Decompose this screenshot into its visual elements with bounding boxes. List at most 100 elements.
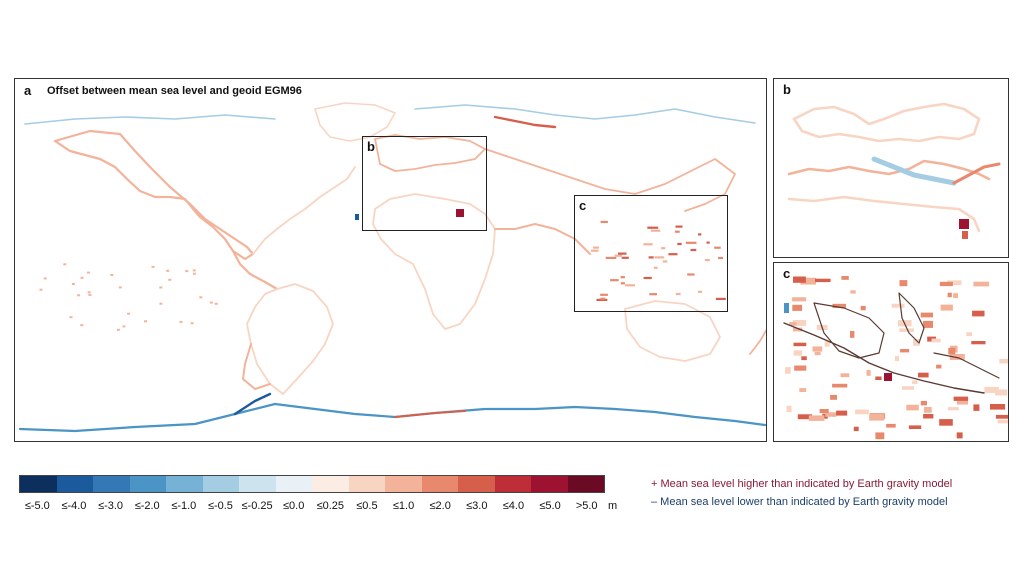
pacific-island [71, 283, 75, 285]
pacific-island [127, 312, 131, 315]
pacific-island [199, 296, 203, 299]
mediterranean-inset-panel: b [773, 78, 1009, 258]
colorbar-swatch [385, 476, 422, 492]
australia-coast [624, 300, 721, 362]
pacific-island [87, 291, 91, 294]
island-grid-cell [793, 327, 803, 332]
colorbar-swatch [312, 476, 349, 492]
island-grid-cell [966, 332, 973, 337]
east-coast-north-america [252, 166, 356, 255]
island-grid-cell [808, 415, 825, 421]
arctic-coast-west [24, 114, 276, 125]
island-grid-cell [794, 365, 807, 371]
island-grid-cell [891, 303, 905, 308]
island-grid-cell [997, 419, 1008, 424]
colorbar-swatch [348, 476, 385, 492]
pacific-island [159, 286, 163, 289]
africa-coast [372, 193, 496, 330]
island-grid-cell [830, 394, 837, 400]
indonesia-inset-panel: c [773, 262, 1009, 442]
island-grid-cell [990, 404, 1006, 410]
legend-higher: + Mean sea level higher than indicated b… [651, 478, 953, 490]
sumatra-java-coast [783, 322, 985, 394]
inset-box-c-letter: c [579, 198, 587, 213]
island-segment [685, 241, 697, 244]
island-grid-cell [899, 328, 914, 332]
red-sea-hotspot-b [959, 219, 969, 229]
inset-box-b: b [362, 136, 487, 231]
island-segment [620, 276, 625, 279]
colorbar-swatch [239, 476, 276, 492]
colorbar-swatch [421, 476, 458, 492]
world-map-panel: a Offset between mean sea level and geoi… [14, 78, 767, 442]
pacific-island [110, 274, 114, 276]
colorbar-tick-label: ≤3.0 [466, 500, 488, 512]
island-grid-cell [901, 386, 915, 390]
island-grid-cell [850, 331, 855, 338]
colorbar-tick-label: >5.0 [575, 500, 598, 512]
island-segment [600, 220, 608, 223]
island-grid-cell [886, 423, 896, 428]
island-grid-cell [789, 322, 797, 326]
mediterranean-sea-low [871, 156, 957, 186]
island-grid-cell [908, 425, 922, 429]
island-grid-cell [923, 320, 933, 328]
pacific-island [214, 302, 218, 305]
pacific-island [69, 316, 73, 319]
island-grid-cell [841, 276, 849, 280]
borneo-coast [813, 302, 885, 359]
europe-coast [374, 134, 486, 172]
island-grid-cell [913, 339, 920, 346]
colorbar-tick-label: ≤4.0 [502, 500, 525, 512]
island-grid-cell [824, 341, 830, 347]
panel-a-title: Offset between mean sea level and geoid … [47, 85, 302, 97]
colorbar-tick-label: ≤-4.0 [61, 500, 87, 512]
island-grid-cell [801, 356, 807, 361]
island-segment [621, 256, 629, 259]
island-segment [698, 233, 702, 236]
colorbar-unit: m [608, 500, 618, 512]
island-segment [661, 247, 666, 250]
pacific-island [151, 265, 155, 268]
pacific-island [80, 276, 84, 279]
island-segment [647, 226, 659, 229]
pacific-island [166, 269, 170, 272]
colorbar-tick-label: ≤-2.0 [134, 500, 160, 512]
colorbar-tick-label: ≤2.0 [429, 500, 451, 512]
pacific-island [185, 270, 189, 273]
island-grid-cell [939, 281, 953, 287]
pacific-island [192, 272, 196, 275]
mediterranean-map [787, 102, 1001, 239]
island-grid-cell [973, 404, 980, 411]
island-grid-cell [840, 373, 850, 378]
colorbar-swatch [56, 476, 93, 492]
colorbar-tick-label: ≤0.25 [316, 500, 345, 512]
island-grid-cell [947, 292, 952, 298]
island-grid-cell [956, 432, 963, 439]
island-grid-cell [971, 341, 986, 345]
colorbar-tick-label: ≤0.5 [356, 500, 378, 512]
island-segment [706, 241, 710, 244]
legend-lower: – Mean sea level lower than indicated by… [651, 496, 948, 508]
colorbar-tick-label: ≤-5.0 [24, 500, 50, 512]
island-segment [605, 256, 617, 259]
pacific-island [77, 294, 81, 297]
island-grid-cell [792, 304, 803, 311]
island-segment [625, 284, 635, 287]
colorbar-swatch [275, 476, 312, 492]
island-segment [668, 253, 678, 256]
island-grid-cell [956, 400, 968, 405]
europe-coast-b [792, 102, 981, 143]
island-grid-cell [814, 351, 821, 356]
island-grid-cell [900, 349, 910, 353]
island-segment [643, 243, 653, 246]
pacific-island [168, 278, 172, 281]
island-grid-cell [800, 277, 816, 285]
pacific-island [122, 325, 126, 328]
pacific-island [209, 301, 213, 304]
island-grid-cell [785, 367, 791, 374]
siberia-coast [493, 115, 557, 129]
inset-box-c: c [574, 195, 728, 312]
pacific-island [39, 288, 43, 291]
south-america-coast [246, 283, 334, 395]
